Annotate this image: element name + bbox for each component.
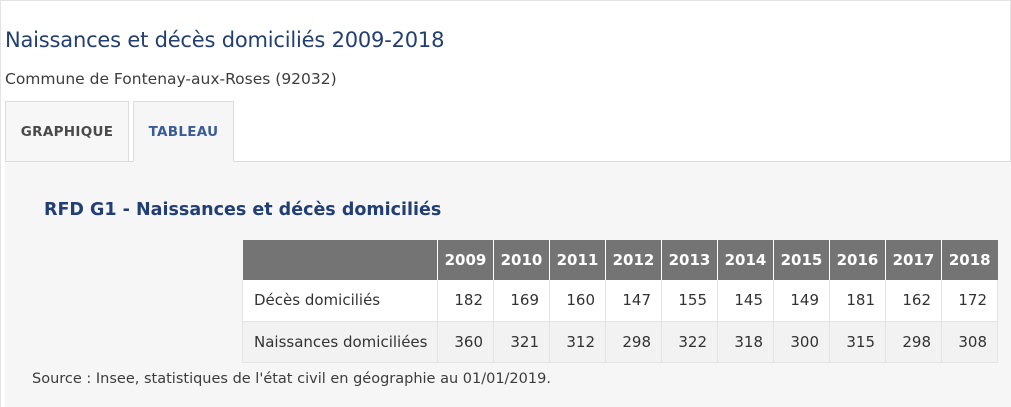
table-cell: 181 <box>829 280 886 322</box>
table-cell: 169 <box>493 280 550 322</box>
table-header-corner <box>242 240 438 280</box>
row-label: Naissances domiciliées <box>242 321 438 363</box>
table-title: RFD G1 - Naissances et décès domiciliés <box>44 200 442 220</box>
table-cell: 312 <box>549 321 606 363</box>
data-table: 2009 2010 2011 2012 2013 2014 2015 2016 … <box>242 240 998 363</box>
table-header-year: 2015 <box>773 240 830 280</box>
tab-bar: GRAPHIQUE TABLEAU <box>5 101 234 162</box>
table-cell: 300 <box>773 321 830 363</box>
source-note: Source : Insee, statistiques de l'état c… <box>32 371 551 387</box>
table-header-year: 2010 <box>493 240 550 280</box>
tab-tableau[interactable]: TABLEAU <box>133 101 234 162</box>
row-label: Décès domiciliés <box>242 280 438 322</box>
table-header-year: 2011 <box>549 240 606 280</box>
table-cell: 145 <box>717 280 774 322</box>
page-title: Naissances et décès domiciliés 2009-2018 <box>5 28 445 52</box>
table-cell: 321 <box>493 321 550 363</box>
table-cell: 298 <box>885 321 942 363</box>
table-cell: 172 <box>941 280 998 322</box>
table-header-year: 2017 <box>885 240 942 280</box>
table-cell: 322 <box>661 321 718 363</box>
tab-panel-tableau: RFD G1 - Naissances et décès domiciliés … <box>5 161 1011 407</box>
table-cell: 298 <box>605 321 662 363</box>
table-cell: 155 <box>661 280 718 322</box>
table-cell: 308 <box>941 321 998 363</box>
table-cell: 315 <box>829 321 886 363</box>
table-cell: 149 <box>773 280 830 322</box>
table-header-year: 2016 <box>829 240 886 280</box>
table-row-naissances: Naissances domiciliées 360 321 312 298 3… <box>242 321 998 363</box>
table-header-year: 2013 <box>661 240 718 280</box>
table-header-row: 2009 2010 2011 2012 2013 2014 2015 2016 … <box>242 240 998 280</box>
table-cell: 360 <box>437 321 494 363</box>
table-cell: 162 <box>885 280 942 322</box>
table-row-deces: Décès domiciliés 182 169 160 147 155 145… <box>242 280 998 322</box>
tab-graphique[interactable]: GRAPHIQUE <box>5 101 129 162</box>
table-cell: 160 <box>549 280 606 322</box>
table-cell: 318 <box>717 321 774 363</box>
table-cell: 147 <box>605 280 662 322</box>
table-header-year: 2009 <box>437 240 494 280</box>
page-subtitle: Commune de Fontenay-aux-Roses (92032) <box>5 70 337 88</box>
table-cell: 182 <box>437 280 494 322</box>
table-header-year: 2018 <box>941 240 998 280</box>
table-header-year: 2012 <box>605 240 662 280</box>
table-header-year: 2014 <box>717 240 774 280</box>
